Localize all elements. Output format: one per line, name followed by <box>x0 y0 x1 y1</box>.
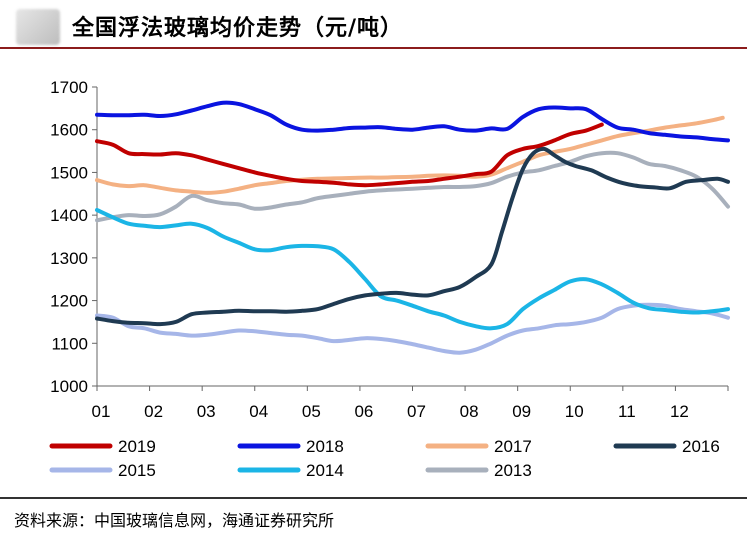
chart-axes: 1000 1100 1200 1300 1400 1500 1600 1700 01 02 03 04… <box>50 78 729 421</box>
chart-title: 全国浮法玻璃均价走势（元/吨） <box>72 16 404 41</box>
x-tick-label: 12 <box>670 402 689 421</box>
x-tick-label: 06 <box>354 402 373 421</box>
x-tick-label: 01 <box>92 402 111 421</box>
source-note: 资料来源：中国玻璃信息网，海通证券研究所 <box>14 511 335 530</box>
x-tick-label: 10 <box>565 402 584 421</box>
x-tick-label: 08 <box>460 402 479 421</box>
footer-divider <box>0 497 747 499</box>
x-tick-label: 04 <box>249 402 268 421</box>
brand-logo <box>16 9 60 45</box>
y-tick-label: 1200 <box>50 292 88 311</box>
x-tick-label: 05 <box>302 402 321 421</box>
legend-label-2019: 2019 <box>118 437 156 456</box>
y-tick-label: 1500 <box>50 163 88 182</box>
series-line-2018 <box>95 100 730 143</box>
series-line-2013 <box>95 150 730 223</box>
y-tick-label: 1600 <box>50 121 88 140</box>
series-line-2014 <box>95 208 730 331</box>
x-tick-label: 09 <box>512 402 531 421</box>
line-chart: 1000 1100 1200 1300 1400 1500 1600 1700 01 02 03 04… <box>49 78 730 480</box>
legend-label-2014: 2014 <box>306 461 344 480</box>
y-tick-label: 1100 <box>51 334 88 353</box>
x-tick-label: 02 <box>144 402 163 421</box>
x-tick-label: 03 <box>197 402 216 421</box>
legend-label-2018: 2018 <box>306 437 344 456</box>
legend-label-2013: 2013 <box>494 461 532 480</box>
y-tick-label: 1400 <box>50 206 88 225</box>
series-line-2019 <box>95 122 604 188</box>
legend-label-2016: 2016 <box>682 437 720 456</box>
y-tick-label: 1000 <box>50 377 88 396</box>
chart-series-group <box>95 100 730 355</box>
y-tick-label: 1700 <box>50 78 88 97</box>
y-tick-label: 1300 <box>50 249 88 268</box>
series-line-2016 <box>95 146 730 327</box>
x-tick-label: 07 <box>407 402 426 421</box>
chart-legend: 2019 2018 2017 2016 2015 2014 2013 <box>49 437 720 480</box>
series-line-2015 <box>95 302 730 355</box>
legend-label-2017: 2017 <box>494 437 532 456</box>
x-tick-label: 11 <box>618 402 636 421</box>
title-divider <box>0 47 747 49</box>
legend-label-2015: 2015 <box>118 461 156 480</box>
series-line-2017 <box>95 115 725 195</box>
